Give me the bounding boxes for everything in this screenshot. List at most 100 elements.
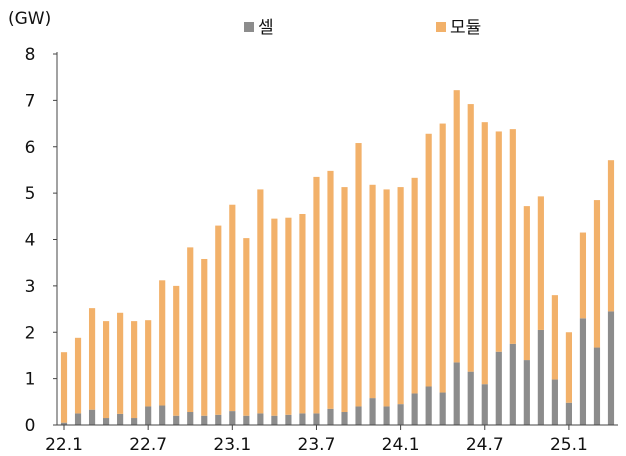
axes [56,52,618,426]
bar-segment-cell [565,402,572,425]
bar-segment-cell [285,414,292,425]
bar-segment-module [467,104,474,372]
bar-segment-cell [551,379,558,425]
bar-segment-module [481,122,488,385]
bar-segment-cell [229,411,236,425]
bar-segment-module [257,189,264,414]
bar-segment-module [201,258,208,416]
bar-segment-cell [355,406,362,425]
bar-segment-module [271,218,278,416]
bar-segment-cell [131,418,138,425]
bar-segment-cell [453,362,460,425]
bar-segment-module [313,176,320,414]
bar-segment-cell [327,408,334,425]
bar-segment-module [229,204,236,412]
bars [60,90,615,425]
bar-segment-module [215,225,222,415]
bar-segment-cell [243,415,250,425]
bar-segment-cell [593,347,601,425]
bar-segment-cell [411,393,418,425]
unit-label: (GW) [8,9,51,29]
bar-segment-module [74,337,82,414]
bar-segment-cell [425,386,432,425]
bar-segment-cell [313,413,320,425]
y-tick-label: 3 [25,277,36,297]
bar-segment-module [565,332,572,403]
bar-segment-cell [341,412,348,425]
bar-segment-cell [397,404,404,425]
bar-segment-module [341,187,348,413]
bar-segment-cell [201,415,208,425]
bar-segment-cell [537,329,544,425]
bar-segment-module [103,321,110,419]
bar-segment-cell [481,384,488,425]
bar-segment-module [551,295,558,380]
bar-segment-module [243,238,250,416]
bar-segment-module [187,247,194,413]
bar-segment-cell [145,406,152,425]
x-axis-ticks: 22.1 22.7 23.1 23.7 24.1 24.7 25.1 [45,425,588,455]
y-tick-label: 7 [25,91,36,111]
bar-segment-module [299,213,306,414]
y-tick-label: 8 [25,45,36,65]
bar-segment-cell [159,405,166,425]
x-tick-label: 22.7 [129,435,167,455]
bar-segment-module [523,206,530,361]
bar-segment-cell [439,392,446,425]
bar-segment-cell [187,412,194,425]
bar-segment-module [593,200,601,348]
x-tick-label: 23.7 [298,435,336,455]
x-tick-label: 24.1 [382,435,420,455]
bar-segment-cell [117,413,124,425]
bar-segment-module [145,320,152,407]
bar-segment-module [131,321,138,419]
bar-segment-cell [257,413,264,425]
bar-segment-cell [103,418,110,425]
bar-segment-cell [383,406,390,425]
bar-segment-module [495,131,502,352]
bar-segment-module [509,129,516,344]
bar-segment-cell [523,360,530,425]
bar-segment-cell [271,415,278,425]
bar-segment-module [537,196,544,330]
legend-swatch-cell [244,22,254,32]
bar-segment-cell [579,318,587,425]
bar-segment-module [397,187,404,405]
bar-segment-cell [88,409,96,425]
bar-segment-cell [607,311,615,425]
bar-segment-module [607,160,615,312]
bar-segment-module [369,184,376,399]
bar-segment-module [579,232,587,319]
bar-segment-cell [299,413,306,425]
bar-segment-cell [369,398,376,425]
bar-segment-cell [509,343,516,425]
bar-segment-module [88,308,96,410]
x-tick-label: 25.1 [550,435,588,455]
x-tick-label: 22.1 [45,435,83,455]
bar-segment-module [355,143,362,407]
bar-segment-module [159,280,166,406]
bar-segment-module [453,90,460,363]
y-tick-label: 2 [25,323,36,343]
y-tick-label: 5 [25,184,36,204]
y-tick-label: 1 [25,370,36,390]
bar-segment-cell [467,371,474,425]
bar-segment-cell [215,414,222,425]
x-tick-label: 24.7 [466,435,504,455]
y-tick-label: 6 [25,138,36,158]
bar-segment-module [411,177,418,394]
bar-segment-module [117,312,124,414]
y-axis-ticks: 0 1 2 3 4 5 6 7 8 [25,45,57,436]
legend-swatch-module [436,22,446,32]
bar-segment-module [439,123,446,393]
bar-segment-cell [60,422,68,425]
bar-segment-module [173,285,180,416]
y-tick-label: 4 [25,231,36,251]
bar-segment-cell [495,351,502,425]
y-tick-label: 0 [25,416,36,436]
x-tick-label: 23.1 [213,435,251,455]
legend: 셀 모듈 [244,18,481,38]
legend-label-cell: 셀 [258,18,274,38]
